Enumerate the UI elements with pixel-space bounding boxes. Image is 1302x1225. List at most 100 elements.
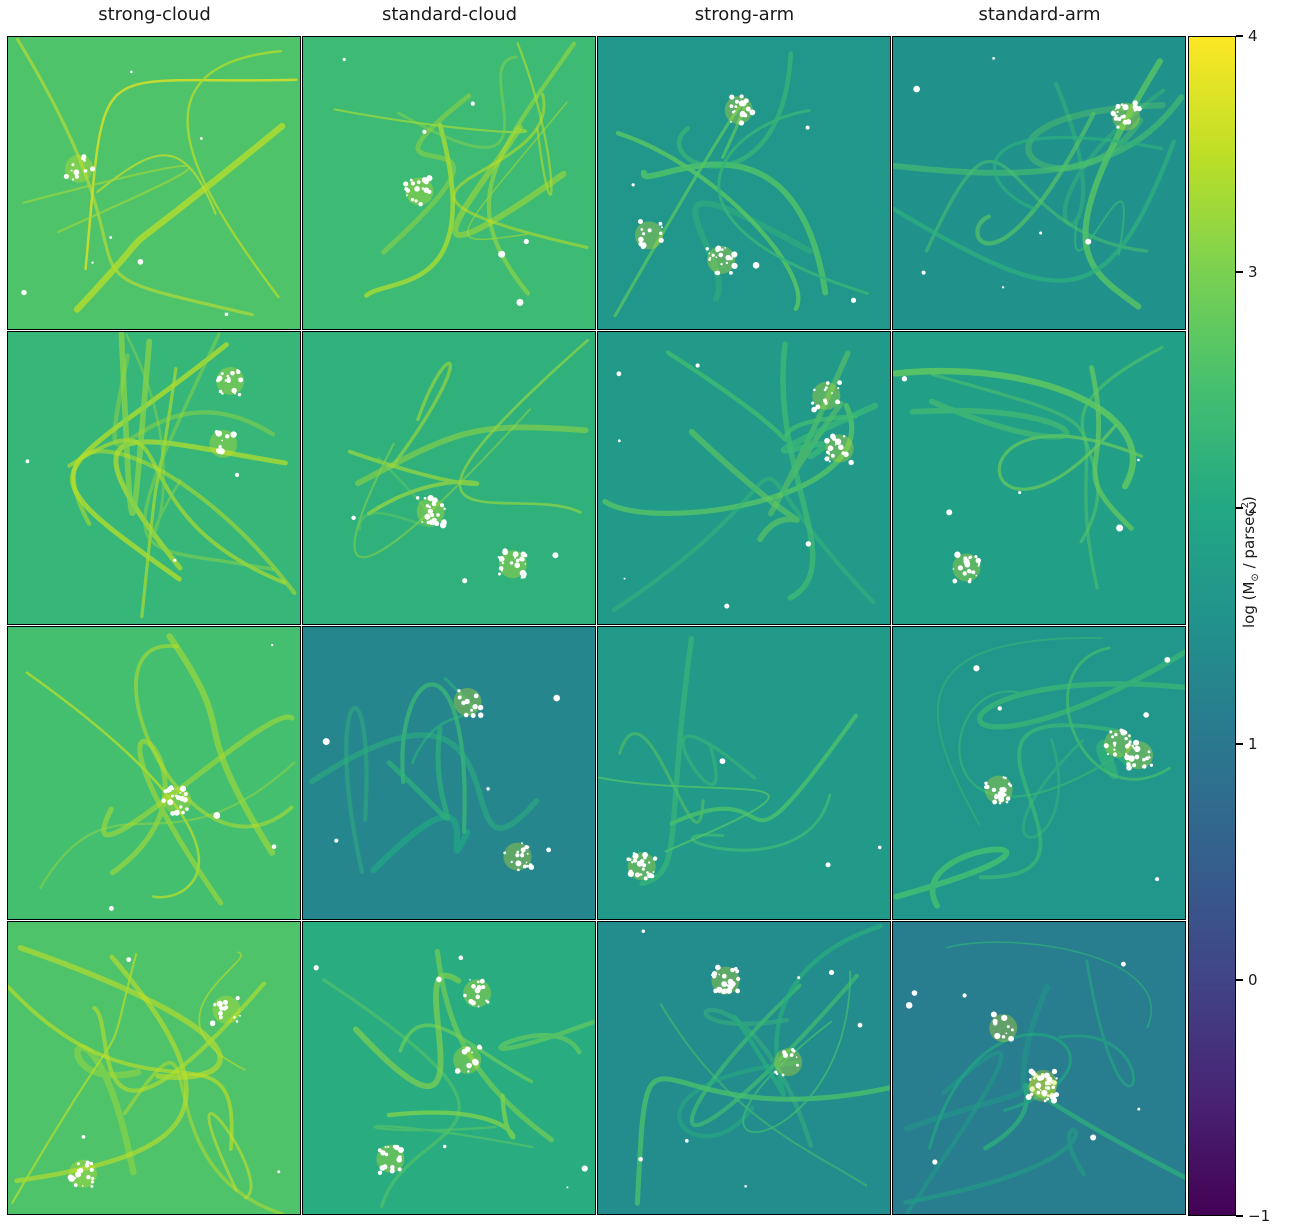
star-particle [627,870,634,877]
density-map [892,331,1186,625]
star-particle [1028,1078,1032,1081]
star-particle [218,448,225,455]
star-particle [1133,739,1140,746]
density-background [302,921,596,1215]
star-particle [236,368,239,372]
gas-filament [780,402,878,460]
star-particle [1036,1090,1041,1095]
star-particle [237,392,242,397]
star-particle [183,791,188,796]
star-particle [90,1180,95,1184]
gas-filament [618,732,705,824]
gas-filament [333,108,528,134]
star-particle [81,1185,84,1187]
star-particle [213,1003,217,1007]
colorbar-label: log (M⊙ / parsec2) [1240,496,1261,628]
gas-filament [669,713,858,826]
density-map [597,626,891,920]
star-particle [1044,1086,1048,1089]
star-particle [824,437,830,444]
star-particle [384,1152,389,1157]
density-map [597,36,891,330]
gas-filament [665,350,858,442]
star-particle [805,125,810,130]
star-particle [921,270,926,275]
star-particle [436,513,440,517]
gas-filament [22,165,191,234]
star-particle [1001,1035,1006,1039]
star-particle [179,785,187,792]
star-particle [443,1144,447,1149]
gas-filament [353,408,532,559]
star-particle [414,199,418,203]
star-particle [418,201,423,207]
star-particle [1137,1107,1141,1111]
star-particle [1030,1092,1034,1096]
gas-filament [166,633,276,856]
star-particle [514,562,521,569]
colorbar-tick [1236,35,1243,37]
star-particle [827,445,834,451]
star-particle [639,873,643,876]
gas-filament [39,761,296,890]
star-particle [994,1032,1001,1040]
density-panel-standard-arm-row-1 [892,36,1186,330]
star-particle [711,253,715,257]
colorbar-tick-label: 2 [1248,499,1258,517]
star-particle [89,166,95,172]
gas-filament [25,671,200,899]
density-background [597,626,891,920]
star-particle [170,794,174,798]
star-particle [458,955,464,961]
gas-filament [958,690,1115,798]
star-particle [1132,104,1137,109]
gas-filament [983,1082,1186,1181]
star-particle [735,988,741,994]
star-particle [466,1062,472,1069]
star-particle [70,169,73,172]
star-particle [431,521,436,526]
colorbar-tick [1236,507,1243,509]
star-particle [647,228,652,233]
gas-filament [452,124,567,238]
star-particle [520,853,525,858]
gas-filament [84,78,298,271]
star-particle [73,1183,78,1188]
star-particle [521,851,524,854]
star-particle [999,787,1005,792]
star-particle [219,1005,222,1009]
star-particle [734,105,738,109]
star-particle [952,568,955,570]
gas-filament [892,94,1185,176]
density-map [597,331,891,625]
star-particle [646,871,649,874]
star-particle [973,665,980,672]
star-particle [1128,740,1132,744]
star-particle [969,555,973,559]
gas-filament [434,948,555,1143]
star-particle [67,1174,74,1181]
star-particle [109,906,114,911]
gas-filament [639,636,695,887]
star-particle [720,262,723,266]
star-particle [431,501,437,507]
star-particle [824,456,830,462]
star-particle [382,1164,388,1170]
star-particle [952,578,958,584]
gas-filament [140,367,178,619]
star-particle [623,577,626,580]
star-particle [526,864,530,868]
star-particle [457,689,461,693]
star-particle [1136,106,1142,112]
star-particle [91,1176,95,1181]
star-particle [1155,877,1160,882]
gas-filament [134,644,294,829]
colorbar-tick-label: 0 [1248,971,1258,989]
gas-filament [1066,646,1171,781]
star-particle [410,198,415,202]
star-particle [1004,793,1007,796]
star-particle [877,845,882,850]
star-particle [1018,491,1022,495]
star-particle [828,969,835,976]
star-particle [1134,754,1140,760]
